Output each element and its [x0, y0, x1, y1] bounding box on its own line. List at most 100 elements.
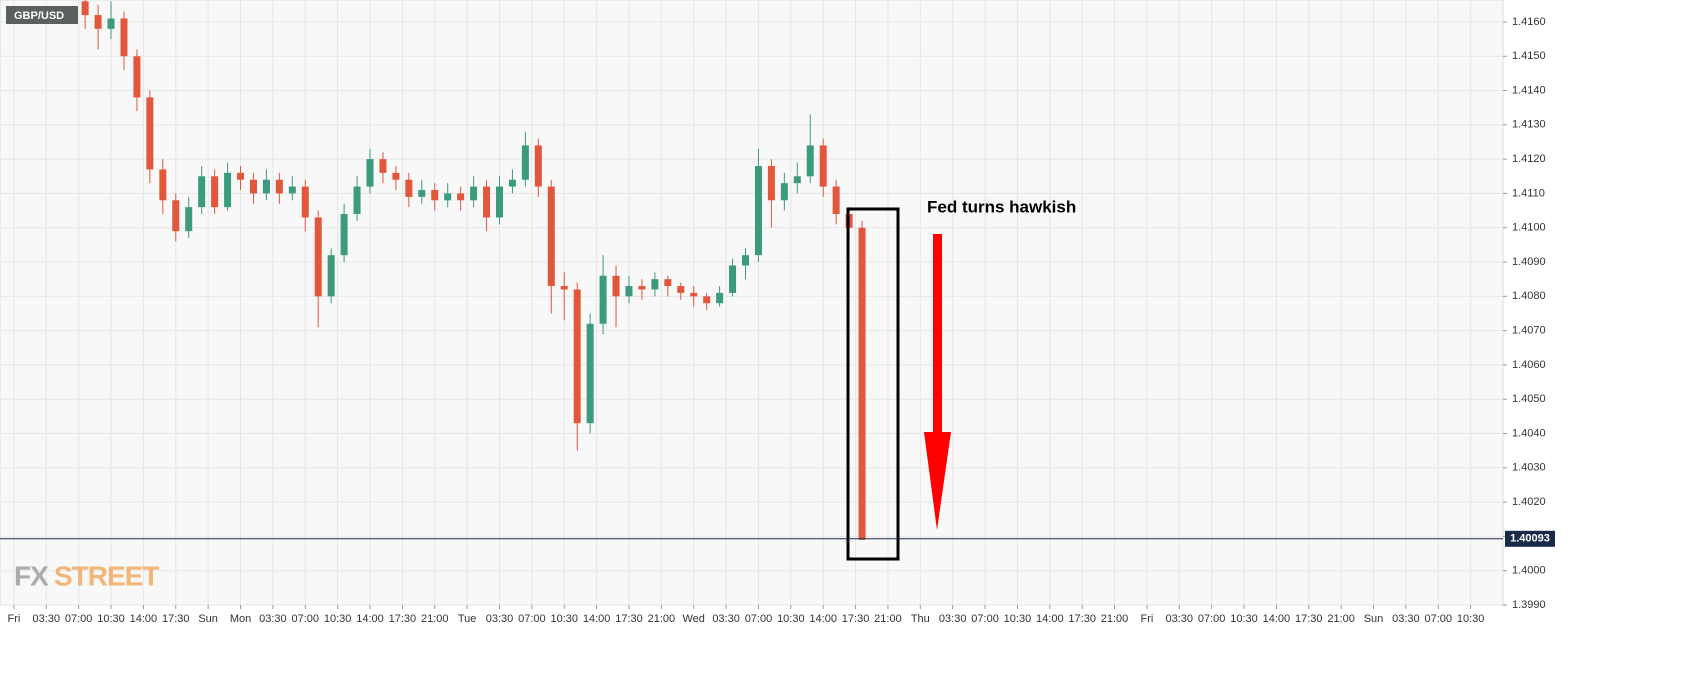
x-tick-label: Tue	[458, 613, 477, 625]
plot-area	[0, 0, 1504, 606]
candle-body	[573, 289, 581, 424]
x-tick-label: Fri	[1141, 613, 1154, 625]
x-tick-label: 21:00	[648, 613, 676, 625]
y-tick-label: 1.4090	[1512, 256, 1546, 268]
x-tick-label: 03:30	[259, 613, 287, 625]
x-tick-label: 03:30	[712, 613, 740, 625]
candle-body	[819, 145, 827, 187]
x-tick-label: 17:30	[615, 613, 643, 625]
x-tick-label: 03:30	[33, 613, 61, 625]
x-tick-label: 14:00	[809, 613, 837, 625]
x-tick-label: 10:30	[97, 613, 125, 625]
candle-body	[677, 286, 685, 293]
x-tick-label: 07:00	[1424, 613, 1452, 625]
candle-body	[249, 179, 257, 194]
arrow-head	[924, 432, 951, 530]
grid	[0, 0, 1503, 606]
x-tick-label: Fri	[8, 613, 21, 625]
y-tick-label: 1.4060	[1512, 359, 1546, 371]
watermark-left: FX	[14, 560, 49, 591]
symbol-badge	[6, 6, 78, 24]
candle-body	[392, 172, 400, 180]
x-tick-label: 07:00	[971, 613, 999, 625]
y-tick-label: 1.4160	[1512, 16, 1546, 28]
y-tick-label: 1.4130	[1512, 119, 1546, 131]
x-tick-label: 17:30	[389, 613, 417, 625]
y-tick-label: 1.3990	[1512, 599, 1546, 611]
candle-body	[806, 145, 814, 177]
x-tick-label: 21:00	[1101, 613, 1129, 625]
candle-body	[288, 186, 296, 194]
candle-body	[185, 207, 193, 232]
x-tick-label: Wed	[683, 613, 705, 625]
candle-body	[107, 18, 115, 29]
candle-body	[560, 286, 568, 290]
candle-body	[599, 275, 607, 324]
x-tick-label: 10:30	[1457, 613, 1485, 625]
candle-body	[120, 18, 128, 57]
candle-body	[94, 15, 102, 29]
candle-body	[275, 179, 283, 194]
candle-body	[211, 176, 219, 208]
candle-body	[547, 186, 555, 287]
price-badge	[1505, 530, 1555, 547]
x-tick-label: 17:30	[1068, 613, 1096, 625]
candle-body	[651, 279, 659, 290]
x-tick-label: 21:00	[874, 613, 902, 625]
x-tick-label: 14:00	[1036, 613, 1064, 625]
arrow-shaft	[933, 234, 942, 434]
x-tick-label: Sun	[198, 613, 218, 625]
candle-body	[664, 279, 672, 287]
x-tick-label: 07:00	[65, 613, 93, 625]
x-tick-label: 10:30	[1230, 613, 1258, 625]
candle-body	[146, 97, 154, 170]
x-tick-label: Thu	[911, 613, 930, 625]
highlight-box	[846, 207, 900, 561]
candle-body	[133, 56, 141, 98]
y-tick-label: 1.4150	[1512, 50, 1546, 62]
candle-body	[418, 190, 426, 197]
candle-body	[508, 179, 516, 187]
x-tick-label: 10:30	[1004, 613, 1032, 625]
candle-body	[327, 255, 335, 297]
x-tick-label: 03:30	[1166, 613, 1194, 625]
x-tick-label: 03:30	[939, 613, 967, 625]
candle-body	[832, 186, 840, 215]
x-tick-label: 14:00	[583, 613, 611, 625]
watermark-right: STREET	[54, 560, 159, 591]
x-tick-label: 17:30	[842, 613, 870, 625]
candle-body	[314, 217, 322, 297]
candle-body	[379, 159, 387, 173]
candle-body	[703, 296, 711, 304]
candle-body	[81, 1, 89, 16]
y-tick-label: 1.4000	[1512, 565, 1546, 577]
x-tick-label: 14:00	[356, 613, 384, 625]
candle-body	[534, 145, 542, 187]
candle-body	[495, 186, 503, 218]
candle-body	[301, 186, 309, 218]
candle-body	[237, 172, 245, 180]
y-tick-label: 1.4140	[1512, 84, 1546, 96]
x-tick-label: 07:00	[745, 613, 773, 625]
x-tick-label: 21:00	[1327, 613, 1355, 625]
candle-body	[457, 193, 465, 201]
x-tick-label: 10:30	[550, 613, 578, 625]
candle-body	[353, 186, 361, 215]
price-label: 1.40093	[1510, 533, 1550, 545]
y-tick-label: 1.4030	[1512, 462, 1546, 474]
x-tick-label: Mon	[230, 613, 251, 625]
annotation: Fed turns hawkish	[927, 197, 1076, 216]
candle-body	[754, 165, 762, 256]
candle-body	[483, 186, 491, 218]
x-tick-label: 14:00	[1263, 613, 1291, 625]
candle-body	[431, 190, 439, 201]
x-tick-label: 07:00	[1198, 613, 1226, 625]
candle-body	[742, 255, 750, 266]
x-tick-label: 10:30	[324, 613, 352, 625]
candle-body	[224, 172, 232, 208]
candle-body	[366, 159, 374, 187]
candles	[81, 0, 866, 540]
candle-body	[612, 275, 620, 297]
